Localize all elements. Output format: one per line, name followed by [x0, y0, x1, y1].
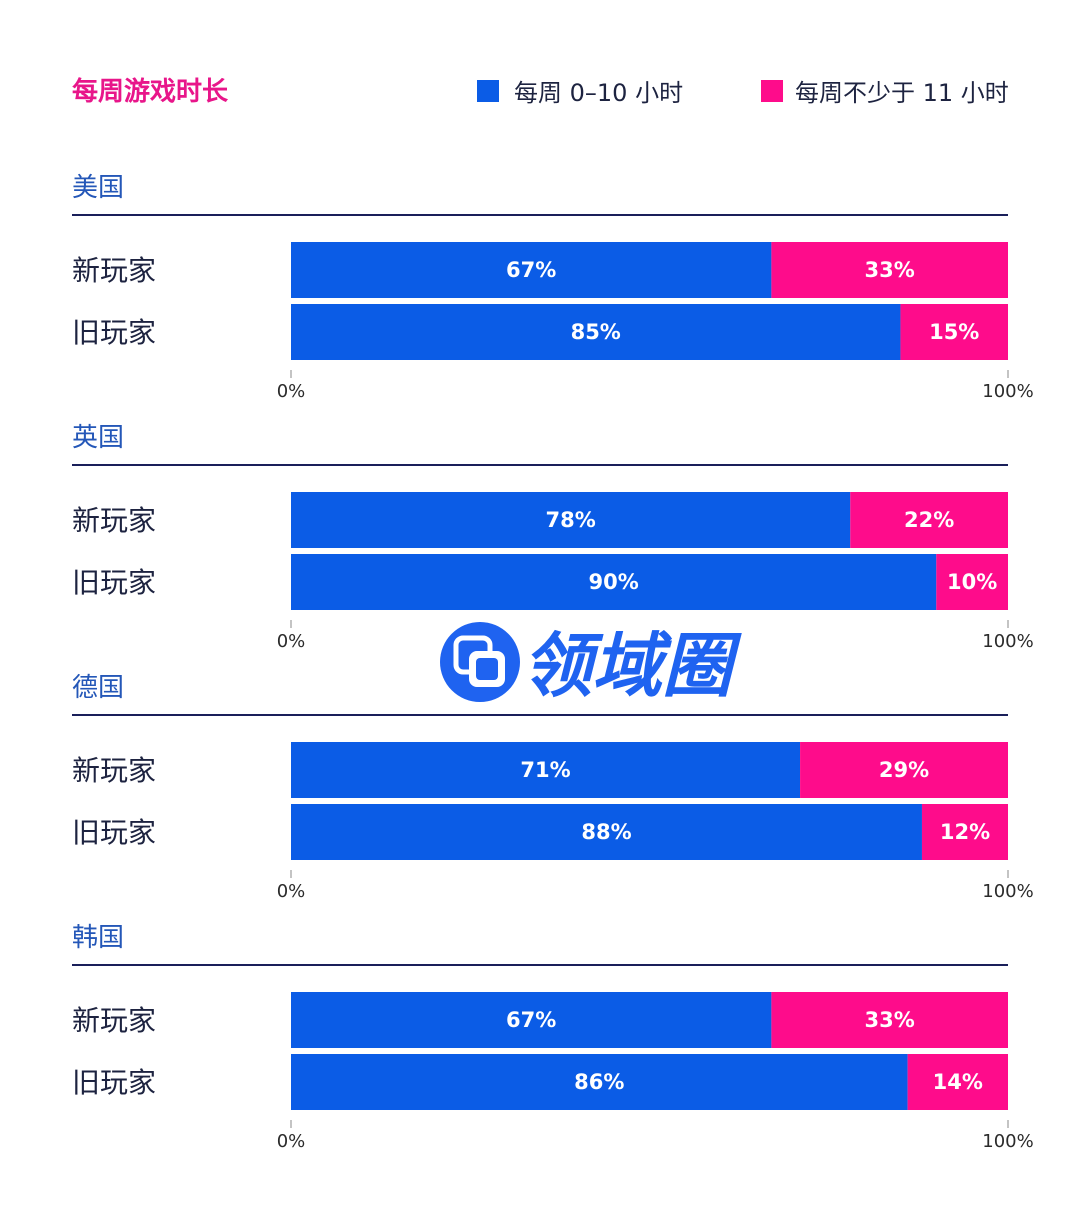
bar-value-label: 78%: [545, 508, 595, 532]
bar-value-label: 67%: [506, 258, 556, 282]
row-label: 新玩家: [72, 754, 156, 787]
axis-tick-label: 100%: [982, 381, 1033, 402]
bar-value-label: 85%: [571, 320, 621, 344]
row-label: 旧玩家: [72, 316, 156, 349]
axis-tick-label: 0%: [277, 1131, 306, 1152]
bar-value-label: 15%: [929, 320, 979, 344]
bar-value-label: 88%: [581, 820, 631, 844]
row-label: 旧玩家: [72, 816, 156, 849]
bar-value-label: 71%: [520, 758, 570, 782]
bar-segment: [291, 554, 937, 610]
axis-tick-label: 0%: [277, 631, 306, 652]
bar-segment: [291, 1054, 908, 1110]
bar-segment: [900, 304, 1008, 360]
group-title: 德国: [72, 673, 124, 703]
row-label: 新玩家: [72, 254, 156, 287]
group-title: 韩国: [72, 923, 124, 953]
bar-value-label: 10%: [947, 570, 997, 594]
bar-segment: [291, 992, 772, 1048]
watermark: 领域圈: [440, 622, 742, 707]
axis-tick-label: 100%: [982, 881, 1033, 902]
bar-segment: [907, 1054, 1008, 1110]
bar-value-label: 67%: [506, 1008, 556, 1032]
bar-segment: [850, 492, 1008, 548]
row-label: 新玩家: [72, 504, 156, 537]
group-title: 美国: [72, 173, 124, 203]
legend: 每周 0–10 小时 每周不少于 11 小时: [477, 79, 1009, 107]
bar-value-label: 22%: [904, 508, 954, 532]
legend-swatch-11-plus-hours: [761, 80, 783, 102]
axis-tick-label: 100%: [982, 631, 1033, 652]
bar-segment: [291, 742, 801, 798]
bar-segment: [936, 554, 1008, 610]
axis-tick-label: 0%: [277, 881, 306, 902]
legend-label-11-plus-hours: 每周不少于 11 小时: [795, 79, 1009, 107]
bar-segment: [291, 492, 851, 548]
bar-value-label: 33%: [865, 1008, 915, 1032]
bar-value-label: 14%: [933, 1070, 983, 1094]
bar-value-label: 29%: [879, 758, 929, 782]
bar-segment: [291, 804, 922, 860]
axis-tick-label: 100%: [982, 1131, 1033, 1152]
row-label: 旧玩家: [72, 566, 156, 599]
bar-segment: [800, 742, 1008, 798]
bar-value-label: 86%: [574, 1070, 624, 1094]
bar-value-label: 12%: [940, 820, 990, 844]
bar-segment: [771, 242, 1008, 298]
row-label: 新玩家: [72, 1004, 156, 1037]
legend-swatch-0-10-hours: [477, 80, 499, 102]
group-title: 英国: [72, 423, 124, 453]
chart-title: 每周游戏时长: [72, 76, 229, 107]
bar-segment: [291, 304, 901, 360]
bar-value-label: 90%: [589, 570, 639, 594]
row-label: 旧玩家: [72, 1066, 156, 1099]
watermark-text: 领域圈: [522, 625, 742, 707]
overlapping-squares-icon: [453, 635, 505, 687]
bar-segment: [771, 992, 1008, 1048]
bar-segment: [291, 242, 772, 298]
bar-value-label: 33%: [865, 258, 915, 282]
bar-segment: [921, 804, 1008, 860]
legend-label-0-10-hours: 每周 0–10 小时: [514, 79, 683, 107]
axis-tick-label: 0%: [277, 381, 306, 402]
